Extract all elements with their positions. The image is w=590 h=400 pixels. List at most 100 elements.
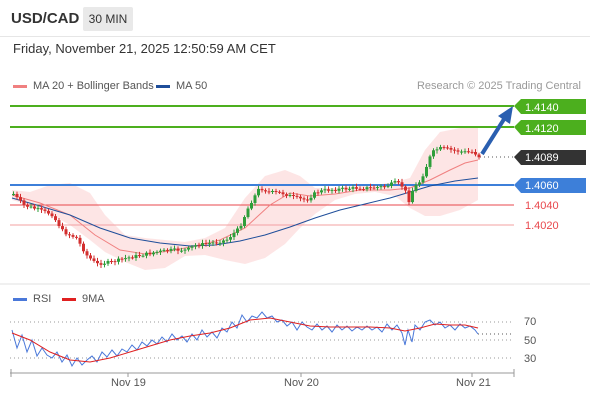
candle-body — [344, 187, 348, 190]
target2-label: 1.4140 — [525, 102, 559, 114]
current-price-label: 1.4089 — [525, 152, 559, 164]
chart-header: USD/CAD 30 MIN — [0, 0, 590, 37]
candle-body — [131, 257, 134, 259]
support1-label: 1.4040 — [525, 200, 559, 212]
candle-body — [407, 190, 411, 203]
candle-body — [208, 243, 211, 245]
candle-body — [180, 250, 183, 252]
candle-body — [446, 147, 449, 149]
candle-body — [463, 151, 467, 153]
candle-body — [26, 204, 29, 207]
candle-body — [470, 151, 474, 153]
candle-body — [85, 251, 89, 256]
symbol-title: USD/CAD — [11, 10, 80, 27]
candle-body — [348, 188, 351, 190]
candle-body — [117, 258, 120, 262]
candle-body — [414, 184, 418, 192]
support2-label: 1.4020 — [525, 220, 559, 232]
candle-body — [453, 149, 456, 151]
pivot-label: 1.4060 — [525, 180, 559, 192]
candle-body — [215, 242, 218, 244]
candle-body — [386, 185, 390, 187]
candle-body — [292, 195, 295, 197]
rsi-axis-70: 70 — [524, 316, 536, 328]
candle-body — [134, 255, 138, 258]
candle-body — [12, 193, 15, 195]
candle-body — [194, 245, 197, 247]
candle-body — [260, 188, 264, 191]
candle-body — [36, 208, 40, 210]
candle-body — [302, 198, 306, 200]
candle-body — [365, 187, 369, 190]
candle-body — [372, 187, 376, 189]
candle-body — [439, 147, 442, 150]
candle-body — [397, 181, 400, 183]
candle-body — [323, 189, 327, 191]
rsi-line — [11, 311, 479, 368]
candle-body — [306, 199, 309, 201]
rsi-axis-30: 30 — [524, 353, 536, 365]
9ma-swatch — [62, 297, 76, 301]
candle-body — [418, 182, 421, 185]
candle-body — [281, 192, 285, 195]
candle-body — [320, 190, 323, 193]
candle-body — [152, 252, 155, 255]
timeframe-button[interactable]: 30 MIN — [83, 7, 133, 31]
x-label-nov19: Nov 19 — [111, 377, 146, 389]
candle-body — [92, 258, 96, 261]
candle-body — [236, 228, 239, 233]
legend-rsi: RSI — [13, 293, 51, 305]
candle-body — [148, 252, 152, 255]
pivot-tag-bg — [514, 178, 586, 193]
candle-body — [243, 217, 246, 227]
candle-body — [267, 191, 271, 193]
candle-body — [474, 151, 477, 155]
candle-body — [141, 255, 145, 257]
candle-body — [362, 189, 365, 191]
candle-body — [285, 194, 288, 196]
candle-body — [425, 166, 428, 177]
candle-body — [264, 190, 267, 192]
candle-body — [103, 263, 106, 265]
candle-body — [22, 200, 26, 205]
candle-body — [211, 242, 215, 244]
candle-body — [428, 156, 432, 167]
candle-body — [78, 237, 82, 244]
candle-body — [43, 209, 47, 211]
candle-body — [253, 195, 257, 203]
candle-body — [358, 188, 362, 190]
candle-body — [124, 258, 127, 260]
candle-body — [120, 258, 124, 260]
candle-body — [341, 187, 344, 189]
candle-body — [99, 263, 103, 265]
candle-body — [204, 243, 208, 245]
ma50-label: MA 50 — [176, 80, 208, 92]
forecast-arrow-head — [498, 106, 513, 124]
forecast-arrow-shaft — [480, 114, 508, 156]
candle-body — [15, 193, 19, 198]
candle-body — [201, 243, 204, 246]
candle-body — [82, 243, 85, 252]
candle-body — [379, 186, 383, 188]
candle-body — [442, 147, 446, 149]
candle-body — [257, 188, 260, 196]
candle-body — [351, 187, 355, 189]
candle-body — [421, 176, 425, 183]
candle-body — [162, 249, 166, 251]
candle-body — [173, 248, 176, 250]
rsi-swatch — [13, 297, 27, 301]
candle-body — [96, 260, 99, 264]
candle-body — [54, 216, 57, 221]
candle-body — [176, 248, 180, 251]
candle-body — [232, 232, 236, 238]
candle-body — [309, 197, 313, 201]
candle-body — [190, 246, 194, 248]
candle-body — [57, 220, 61, 227]
candle-body — [390, 182, 393, 186]
candle-body — [106, 261, 110, 264]
candle-body — [89, 255, 92, 259]
candle-body — [449, 148, 453, 150]
candle-body — [355, 187, 358, 189]
legend-ma20: MA 20 + Bollinger Bands — [13, 80, 154, 92]
